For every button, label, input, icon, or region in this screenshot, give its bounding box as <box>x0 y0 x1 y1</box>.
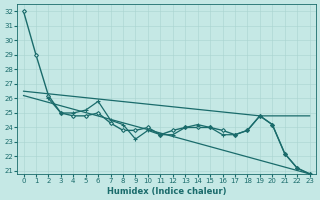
X-axis label: Humidex (Indice chaleur): Humidex (Indice chaleur) <box>107 187 226 196</box>
